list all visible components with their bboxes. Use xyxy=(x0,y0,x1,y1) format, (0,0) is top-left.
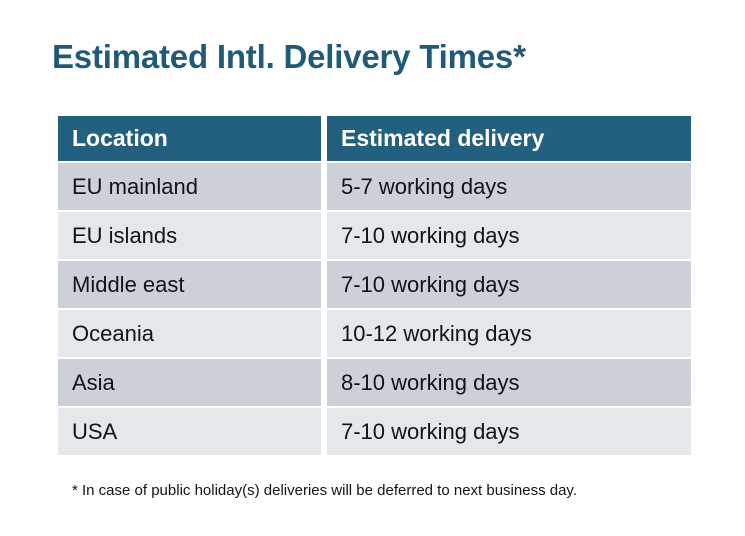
table-header: Location Estimated delivery xyxy=(58,116,691,161)
cell-delivery: 7-10 working days xyxy=(327,408,691,455)
cell-location: EU mainland xyxy=(58,163,321,210)
cell-delivery: 5-7 working days xyxy=(327,163,691,210)
cell-location: USA xyxy=(58,408,321,455)
column-header-delivery: Estimated delivery xyxy=(327,116,691,161)
cell-delivery: 8-10 working days xyxy=(327,359,691,406)
cell-location: Asia xyxy=(58,359,321,406)
footnote: * In case of public holiday(s) deliverie… xyxy=(72,482,577,499)
cell-delivery: 10-12 working days xyxy=(327,310,691,357)
table-row: Middle east 7-10 working days xyxy=(58,261,691,308)
delivery-times-table: Location Estimated delivery EU mainland … xyxy=(52,114,697,457)
table-row: EU mainland 5-7 working days xyxy=(58,163,691,210)
table-body: EU mainland 5-7 working days EU islands … xyxy=(58,163,691,455)
cell-delivery: 7-10 working days xyxy=(327,261,691,308)
column-header-location: Location xyxy=(58,116,321,161)
table-row: USA 7-10 working days xyxy=(58,408,691,455)
cell-location: Oceania xyxy=(58,310,321,357)
page-title: Estimated Intl. Delivery Times* xyxy=(52,38,526,75)
table-row: Asia 8-10 working days xyxy=(58,359,691,406)
cell-location: Middle east xyxy=(58,261,321,308)
table-row: EU islands 7-10 working days xyxy=(58,212,691,259)
table-row: Oceania 10-12 working days xyxy=(58,310,691,357)
cell-location: EU islands xyxy=(58,212,321,259)
cell-delivery: 7-10 working days xyxy=(327,212,691,259)
table-header-row: Location Estimated delivery xyxy=(58,116,691,161)
